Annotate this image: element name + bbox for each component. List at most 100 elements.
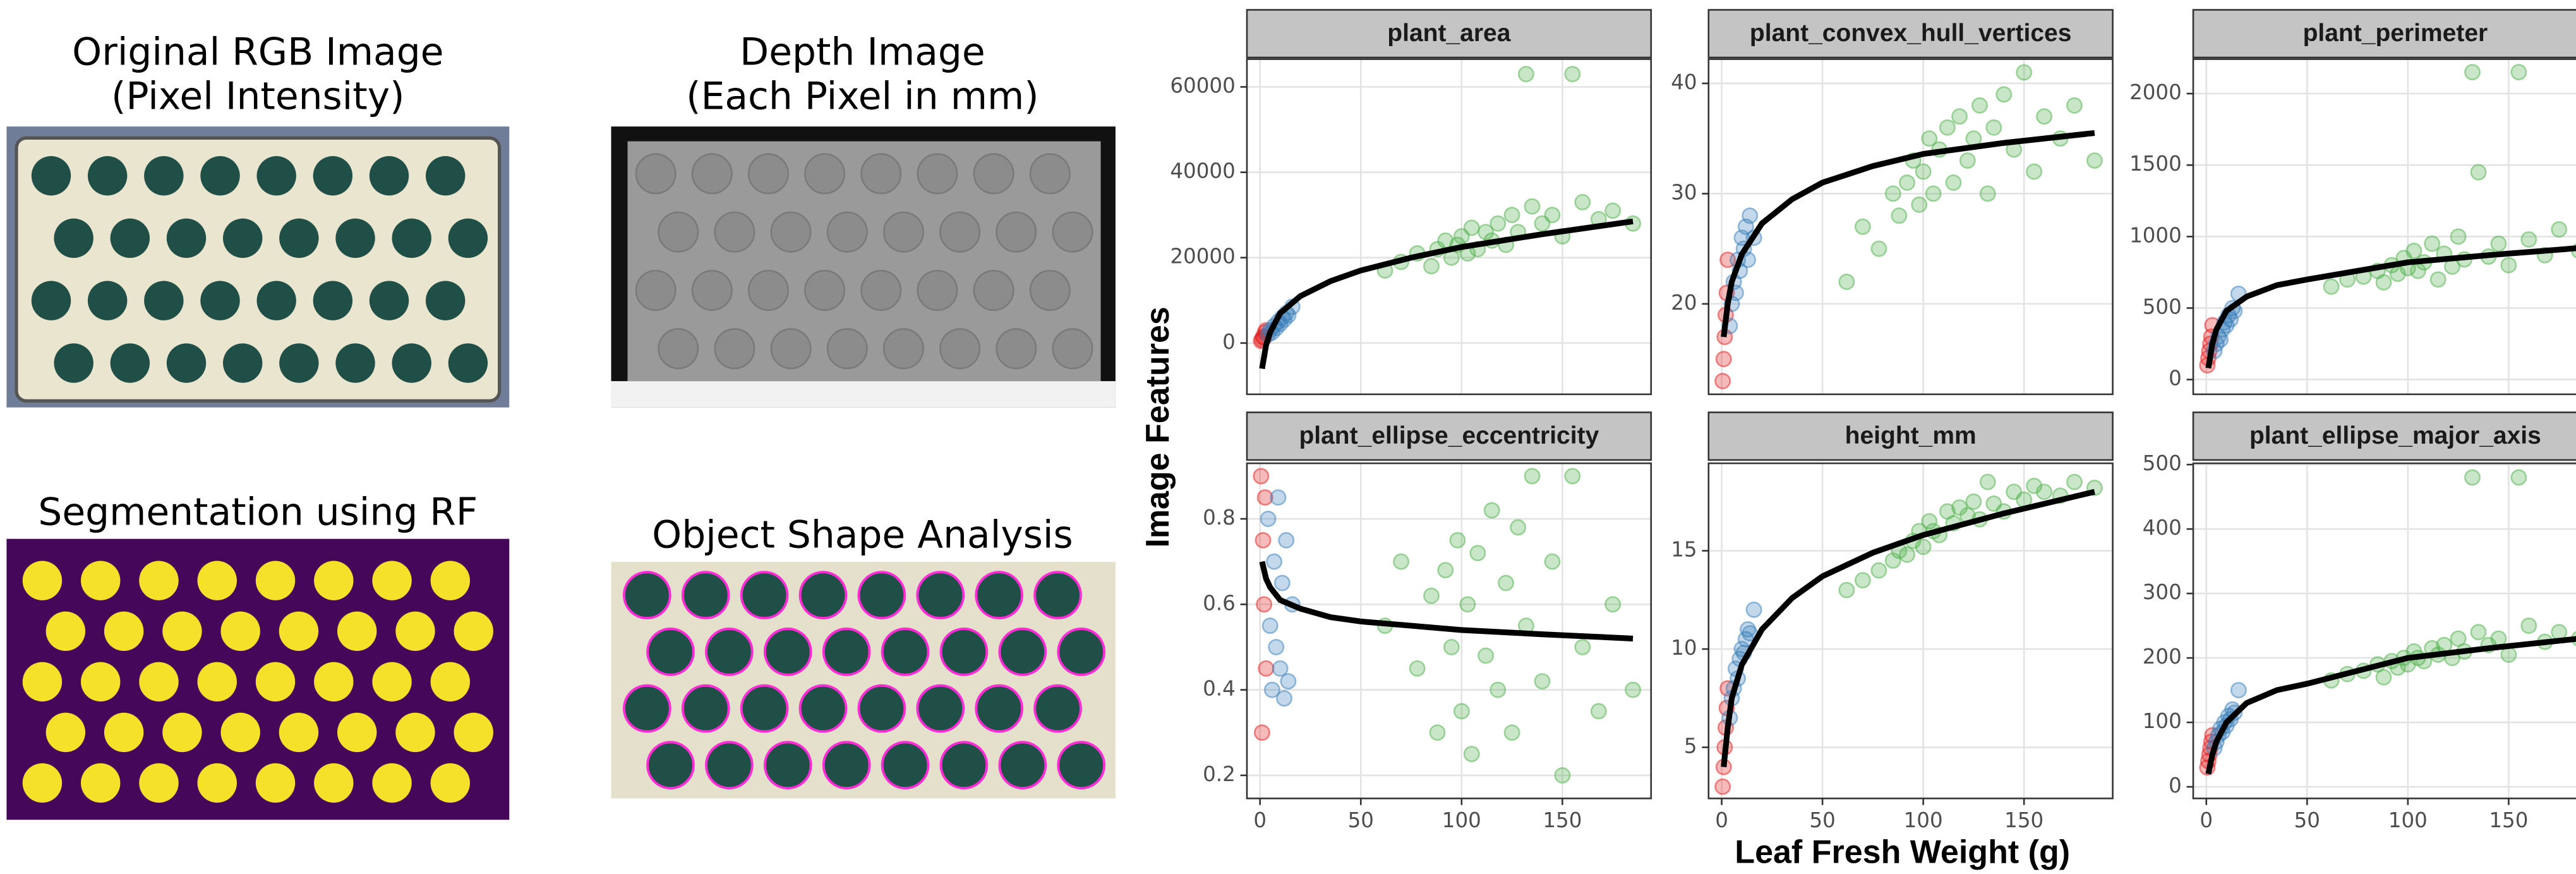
plot-panel <box>2193 59 2576 394</box>
data-point <box>1870 240 1887 257</box>
image-title: (Pixel Intensity) <box>111 75 404 119</box>
plant-outline <box>857 571 906 620</box>
data-point <box>2520 231 2537 248</box>
x-axis-label: Leaf Fresh Weight (g) <box>1735 834 2070 871</box>
data-point <box>1870 562 1887 579</box>
y-tick-label: 2000 <box>2129 80 2182 104</box>
plant <box>448 218 488 258</box>
x-tick-label: 100 <box>1442 808 1481 832</box>
fit-curve <box>1259 218 1634 370</box>
plant <box>279 218 319 258</box>
data-point <box>1272 660 1289 677</box>
plant-depth <box>747 153 789 195</box>
plant-mask <box>255 662 296 702</box>
data-point <box>1409 660 1426 677</box>
plant-depth <box>658 211 699 253</box>
data-point <box>2323 278 2340 295</box>
plant-mask <box>45 712 86 753</box>
plant <box>335 218 375 258</box>
data-point <box>1478 224 1495 241</box>
data-point <box>1524 198 1541 215</box>
plant-mask <box>104 611 144 651</box>
data-point <box>1524 468 1541 485</box>
y-tick-label: 0.6 <box>1203 591 1236 615</box>
plant <box>256 281 296 320</box>
plant-outline <box>622 571 671 620</box>
plant <box>369 281 409 320</box>
data-point <box>1449 531 1466 549</box>
data-point <box>1915 163 1932 180</box>
data-point <box>1423 258 1440 275</box>
plant-mask <box>80 763 121 803</box>
data-point <box>2036 108 2053 125</box>
plant-outline <box>763 741 812 790</box>
data-point <box>1268 638 1285 655</box>
y-tick-label: 40 <box>1671 70 1697 94</box>
y-tick-label: 5 <box>1684 734 1697 758</box>
plant-blobs <box>22 153 1106 803</box>
plant-depth <box>917 153 958 195</box>
plot-area <box>1246 59 1651 394</box>
data-point <box>1490 215 1507 232</box>
data-point <box>1854 218 1871 235</box>
plant-outline <box>740 684 789 733</box>
plant <box>87 281 128 320</box>
plant-mask <box>22 561 63 600</box>
facet-title: plant_convex_hull_vertices <box>1750 20 2072 47</box>
plant <box>392 343 431 383</box>
data-point <box>1971 97 1988 114</box>
plant-depth <box>826 328 868 370</box>
data-point <box>1714 372 1731 389</box>
data-point <box>1574 638 1591 655</box>
plant-mask <box>430 561 471 600</box>
plant-mask <box>80 561 121 600</box>
data-point <box>1742 207 1759 224</box>
data-point <box>2230 682 2247 699</box>
plant-depth <box>635 153 677 195</box>
plant-depth <box>691 153 733 195</box>
plant-depth <box>804 269 846 311</box>
plant <box>313 281 353 320</box>
plant-mask <box>337 611 377 651</box>
plant-mask <box>279 712 319 753</box>
plant-outline <box>975 571 1023 620</box>
data-point <box>2086 152 2103 169</box>
data-point <box>1714 778 1731 795</box>
plant-mask <box>197 662 237 702</box>
y-tick-label: 200 <box>2143 645 2182 669</box>
data-point <box>1554 767 1571 784</box>
data-point <box>1459 596 1476 613</box>
data-point <box>1270 489 1287 506</box>
plant-outline <box>646 741 695 790</box>
fit-curve <box>2205 245 2576 369</box>
data-point <box>1574 193 1591 210</box>
data-point <box>1985 119 2002 136</box>
data-point <box>1490 681 1507 698</box>
data-point <box>1995 86 2013 103</box>
plant-mask <box>139 662 179 702</box>
plot-area <box>2193 463 2576 799</box>
plant-mask <box>45 611 86 651</box>
plant-depth <box>1029 269 1071 311</box>
plant-depth <box>917 269 958 311</box>
tray <box>15 136 502 403</box>
plant-outline <box>1057 741 1106 790</box>
plant-depth <box>939 211 981 253</box>
facet-strip <box>1707 9 2114 59</box>
data-point <box>1604 596 1622 613</box>
plant-mask <box>139 763 179 803</box>
plant <box>54 343 93 383</box>
data-point <box>1544 553 1561 570</box>
plant-mask <box>454 712 493 753</box>
x-tick-label: 0 <box>1715 808 1728 832</box>
x-tick-label: 50 <box>1348 808 1374 832</box>
y-tick-label: 500 <box>2143 294 2182 319</box>
data-point <box>2066 97 2083 114</box>
data-point <box>1899 174 1916 191</box>
plant-depth <box>1029 153 1071 195</box>
plant-depth <box>714 211 755 253</box>
plant-outline <box>881 628 930 676</box>
data-point <box>2464 469 2481 486</box>
facet-title: plant_area <box>1387 20 1510 47</box>
data-point <box>1534 673 1551 690</box>
